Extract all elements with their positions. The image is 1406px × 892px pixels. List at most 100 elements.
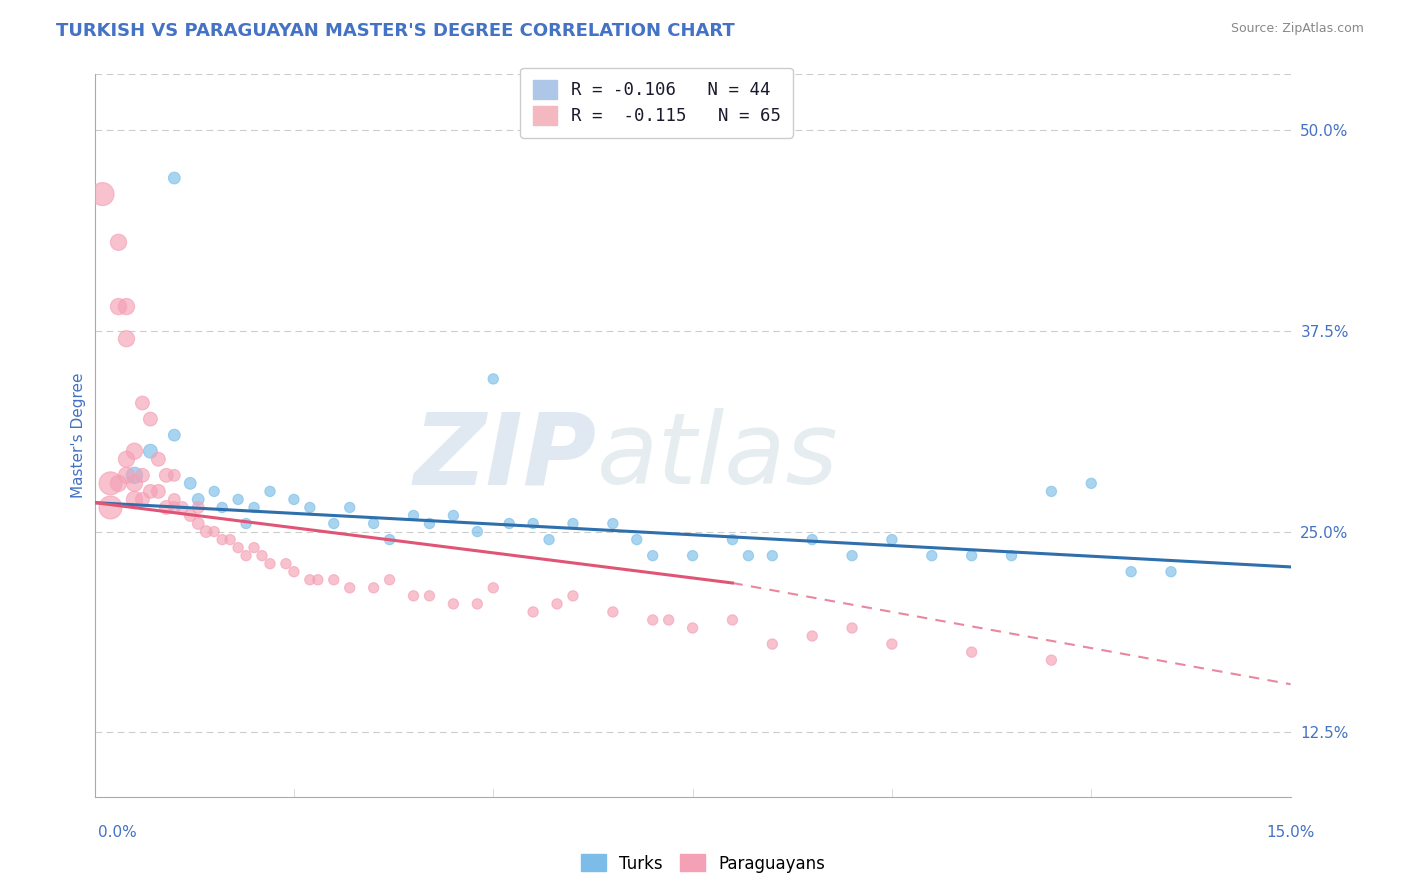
- Point: [418, 589, 440, 603]
- Text: 0.0%: 0.0%: [98, 825, 138, 840]
- Point: [187, 492, 209, 507]
- Point: [307, 573, 329, 587]
- Point: [1080, 476, 1102, 491]
- Point: [179, 508, 201, 523]
- Point: [107, 476, 129, 491]
- Point: [465, 597, 488, 611]
- Point: [402, 589, 425, 603]
- Point: [378, 573, 401, 587]
- Point: [259, 484, 281, 499]
- Point: [465, 524, 488, 539]
- Point: [498, 516, 520, 531]
- Point: [139, 444, 162, 458]
- Point: [682, 549, 704, 563]
- Point: [226, 492, 249, 507]
- Point: [202, 524, 225, 539]
- Text: 15.0%: 15.0%: [1267, 825, 1315, 840]
- Point: [402, 508, 425, 523]
- Point: [441, 597, 464, 611]
- Point: [538, 533, 561, 547]
- Point: [219, 533, 242, 547]
- Point: [1040, 484, 1063, 499]
- Point: [441, 508, 464, 523]
- Point: [641, 613, 664, 627]
- Point: [737, 549, 759, 563]
- Point: [172, 500, 194, 515]
- Point: [761, 549, 783, 563]
- Point: [1040, 653, 1063, 667]
- Point: [139, 484, 162, 499]
- Legend: R = -0.106   N = 44, R =  -0.115   N = 65: R = -0.106 N = 44, R = -0.115 N = 65: [520, 68, 793, 137]
- Point: [274, 557, 297, 571]
- Point: [562, 589, 585, 603]
- Text: ZIP: ZIP: [413, 409, 598, 506]
- Point: [179, 476, 201, 491]
- Point: [841, 621, 863, 635]
- Legend: Turks, Paraguayans: Turks, Paraguayans: [575, 847, 831, 880]
- Point: [562, 516, 585, 531]
- Point: [283, 565, 305, 579]
- Point: [139, 412, 162, 426]
- Point: [522, 605, 544, 619]
- Point: [163, 171, 186, 186]
- Point: [378, 533, 401, 547]
- Point: [339, 500, 361, 515]
- Point: [155, 468, 177, 483]
- Point: [226, 541, 249, 555]
- Point: [187, 516, 209, 531]
- Point: [1000, 549, 1022, 563]
- Point: [801, 629, 824, 643]
- Point: [298, 500, 321, 515]
- Point: [163, 428, 186, 442]
- Point: [155, 500, 177, 515]
- Point: [131, 396, 153, 410]
- Point: [107, 300, 129, 314]
- Point: [243, 500, 266, 515]
- Point: [880, 637, 903, 651]
- Point: [960, 645, 983, 659]
- Point: [250, 549, 273, 563]
- Point: [641, 549, 664, 563]
- Point: [115, 300, 138, 314]
- Point: [721, 533, 744, 547]
- Point: [960, 549, 983, 563]
- Point: [131, 468, 153, 483]
- Point: [602, 605, 624, 619]
- Point: [211, 500, 233, 515]
- Point: [418, 516, 440, 531]
- Point: [195, 524, 218, 539]
- Point: [100, 500, 122, 515]
- Text: Source: ZipAtlas.com: Source: ZipAtlas.com: [1230, 22, 1364, 36]
- Point: [841, 549, 863, 563]
- Point: [115, 468, 138, 483]
- Point: [626, 533, 648, 547]
- Point: [107, 235, 129, 250]
- Point: [880, 533, 903, 547]
- Point: [522, 516, 544, 531]
- Point: [546, 597, 568, 611]
- Point: [187, 500, 209, 515]
- Point: [202, 484, 225, 499]
- Point: [658, 613, 681, 627]
- Point: [339, 581, 361, 595]
- Point: [235, 516, 257, 531]
- Point: [482, 581, 505, 595]
- Point: [283, 492, 305, 507]
- Point: [148, 484, 170, 499]
- Point: [235, 549, 257, 563]
- Point: [363, 581, 385, 595]
- Point: [761, 637, 783, 651]
- Point: [163, 468, 186, 483]
- Text: atlas: atlas: [598, 409, 838, 506]
- Point: [148, 452, 170, 467]
- Point: [124, 476, 146, 491]
- Point: [131, 492, 153, 507]
- Point: [721, 613, 744, 627]
- Point: [363, 516, 385, 531]
- Y-axis label: Master's Degree: Master's Degree: [72, 372, 86, 498]
- Point: [801, 533, 824, 547]
- Point: [298, 573, 321, 587]
- Point: [163, 492, 186, 507]
- Point: [211, 533, 233, 547]
- Point: [1121, 565, 1143, 579]
